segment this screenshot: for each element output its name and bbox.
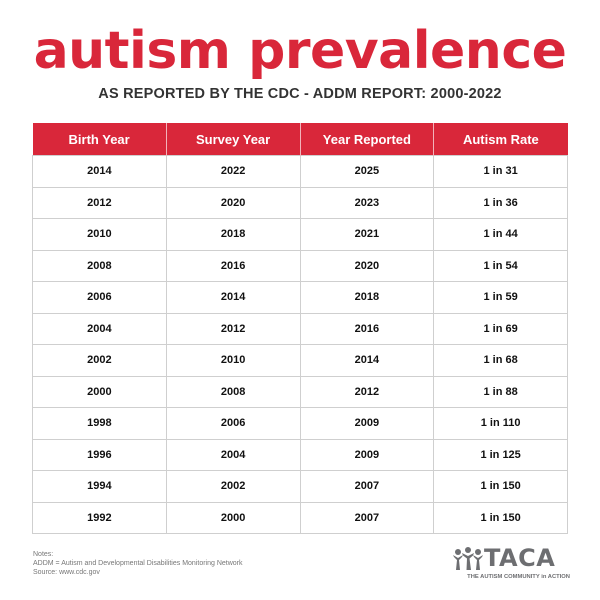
cell-autism-rate: 1 in 150 — [433, 470, 568, 503]
table-row: 1992 2000 2007 1 in 150 — [32, 501, 568, 534]
cell-year-reported: 2023 — [299, 186, 435, 219]
column-header-birth-year: Birth Year — [32, 123, 167, 156]
cell-survey-year: 2006 — [165, 407, 301, 440]
cell-survey-year: 2014 — [165, 281, 301, 314]
cell-survey-year: 2012 — [165, 312, 301, 345]
notes-source: Source: www.cdc.gov — [33, 569, 100, 576]
cell-autism-rate: 1 in 68 — [433, 344, 568, 377]
table-row: 2002 2010 2014 1 in 68 — [32, 344, 568, 377]
cell-birth-year: 1998 — [32, 407, 167, 440]
column-header-autism-rate: Autism Rate — [433, 123, 568, 156]
cell-survey-year: 2004 — [165, 438, 301, 471]
notes-definition: ADDM = Autism and Developmental Disabili… — [33, 560, 243, 567]
cell-birth-year: 1992 — [32, 501, 167, 534]
cell-year-reported: 2025 — [299, 155, 435, 188]
logo-wordmark: TACA — [484, 544, 556, 572]
cell-survey-year: 2020 — [165, 186, 301, 219]
cell-birth-year: 2014 — [32, 155, 167, 188]
people-figures-icon — [453, 547, 483, 570]
cell-survey-year: 2018 — [165, 218, 301, 251]
cell-autism-rate: 1 in 36 — [433, 186, 568, 219]
cell-birth-year: 2008 — [32, 249, 167, 282]
cell-year-reported: 2020 — [299, 249, 435, 282]
table-row: 2010 2018 2021 1 in 44 — [32, 218, 568, 251]
cell-birth-year: 2006 — [32, 281, 167, 314]
cell-survey-year: 2010 — [165, 344, 301, 377]
cell-birth-year: 2004 — [32, 312, 167, 345]
cell-survey-year: 2016 — [165, 249, 301, 282]
cell-autism-rate: 1 in 59 — [433, 281, 568, 314]
cell-autism-rate: 1 in 69 — [433, 312, 568, 345]
cell-year-reported: 2007 — [299, 470, 435, 503]
table-header-row: Birth Year Survey Year Year Reported Aut… — [32, 123, 568, 156]
table-body: 2014 2022 2025 1 in 31 2012 2020 2023 1 in 36 20… — [32, 155, 568, 534]
cell-birth-year: 2000 — [32, 375, 167, 408]
table-row: 2012 2020 2023 1 in 36 — [32, 186, 568, 219]
table-row: 2006 2014 2018 1 in 59 — [32, 281, 568, 314]
taca-logo: TACA THE AUTISM COMMUNITY in ACTION — [452, 544, 570, 586]
page-subtitle: AS REPORTED BY THE CDC - ADDM REPORT: 20… — [98, 86, 502, 102]
notes: Notes: ADDM = Autism and Developmental D… — [33, 550, 243, 577]
page-title: autism prevalence — [33, 21, 567, 81]
cell-birth-year: 1994 — [32, 470, 167, 503]
cell-survey-year: 2000 — [165, 501, 301, 534]
table-row: 1998 2006 2009 1 in 110 — [32, 407, 568, 440]
cell-year-reported: 2018 — [299, 281, 435, 314]
cell-survey-year: 2008 — [165, 375, 301, 408]
cell-year-reported: 2014 — [299, 344, 435, 377]
prevalence-table: Birth Year Survey Year Year Reported Aut… — [32, 123, 568, 534]
cell-survey-year: 2022 — [165, 155, 301, 188]
cell-year-reported: 2009 — [299, 438, 435, 471]
table-row: 2014 2022 2025 1 in 31 — [32, 155, 568, 188]
cell-birth-year: 1996 — [32, 438, 167, 471]
notes-label: Notes: — [33, 551, 54, 558]
column-header-year-reported: Year Reported — [299, 123, 434, 156]
cell-autism-rate: 1 in 88 — [433, 375, 568, 408]
table-row: 2008 2016 2020 1 in 54 — [32, 249, 568, 282]
cell-autism-rate: 1 in 110 — [433, 407, 568, 440]
cell-survey-year: 2002 — [165, 470, 301, 503]
column-header-survey-year: Survey Year — [165, 123, 300, 156]
table-row: 1996 2004 2009 1 in 125 — [32, 438, 568, 471]
cell-birth-year: 2012 — [32, 186, 167, 219]
logo-tagline: THE AUTISM COMMUNITY in ACTION — [467, 574, 570, 580]
cell-autism-rate: 1 in 125 — [433, 438, 568, 471]
cell-autism-rate: 1 in 54 — [433, 249, 568, 282]
cell-year-reported: 2012 — [299, 375, 435, 408]
cell-birth-year: 2010 — [32, 218, 167, 251]
cell-autism-rate: 1 in 44 — [433, 218, 568, 251]
cell-year-reported: 2007 — [299, 501, 435, 534]
cell-birth-year: 2002 — [32, 344, 167, 377]
table-row: 2000 2008 2012 1 in 88 — [32, 375, 568, 408]
cell-year-reported: 2021 — [299, 218, 435, 251]
cell-autism-rate: 1 in 31 — [433, 155, 568, 188]
cell-autism-rate: 1 in 150 — [433, 501, 568, 534]
cell-year-reported: 2016 — [299, 312, 435, 345]
table-row: 2004 2012 2016 1 in 69 — [32, 312, 568, 345]
table-row: 1994 2002 2007 1 in 150 — [32, 470, 568, 503]
cell-year-reported: 2009 — [299, 407, 435, 440]
